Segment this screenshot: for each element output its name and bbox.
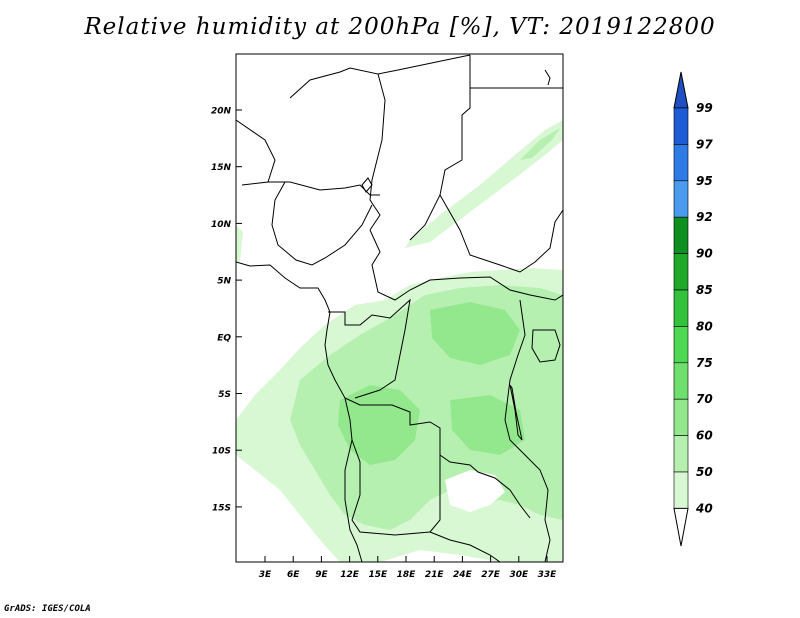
colorbar-label: 90	[696, 247, 713, 261]
map-frame	[235, 53, 564, 563]
colorbar-segment	[673, 435, 689, 473]
lon-tick-label: 18E	[397, 570, 417, 580]
lon-tick-label: 33E	[538, 570, 558, 580]
colorbar-segment	[673, 180, 689, 218]
colorbar-segment	[673, 253, 689, 291]
lon-tick-label: 21E	[425, 570, 445, 580]
border-zambia-south	[429, 531, 501, 562]
lon-tick-label: 3E	[259, 570, 272, 580]
border-lake-tanganyika	[509, 384, 523, 441]
lat-axis: 20N 15N 10N 5N EQ 5S 10S 15S	[211, 107, 242, 513]
lon-tick-label: 12E	[340, 570, 360, 580]
map-figure: 20N 15N 10N 5N EQ 5S 10S 15S 3E 6E 9E 12E 15E 18E 21E…	[211, 53, 713, 580]
border-angola-zambia	[351, 439, 441, 536]
colorbar-segment	[673, 289, 689, 327]
colorbar-segment	[673, 107, 689, 145]
colorbar-segment	[673, 362, 689, 400]
colorbar-segment	[673, 326, 689, 364]
colorbar-label: 75	[696, 356, 713, 370]
colorbar-label: 95	[696, 174, 713, 188]
colorbar-segment	[673, 471, 689, 509]
colorbar: 99 97 95 92 90 85 80 75 70 60 50 40	[673, 71, 713, 547]
colorbar-label: 80	[696, 319, 713, 333]
grads-credit: GrADS: IGES/COLA	[4, 604, 91, 614]
colorbar-label: 99	[696, 101, 713, 115]
country-borders	[236, 54, 563, 562]
lon-tick-label: 24E	[453, 570, 473, 580]
colorbar-label: 60	[696, 429, 713, 443]
coastline-west-africa	[236, 261, 363, 562]
humidity-area-inner-1	[338, 385, 420, 465]
lon-tick-label: 30E	[509, 570, 529, 580]
colorbar-segment	[673, 216, 689, 254]
lat-tick-label: 10N	[211, 220, 232, 230]
border-lake-victoria	[531, 329, 561, 363]
colorbar-bottom-arrow	[673, 507, 689, 547]
border-sahara-north	[236, 119, 380, 196]
lat-tick-label: 10S	[212, 447, 231, 457]
lon-tick-label: 6E	[287, 570, 300, 580]
lon-axis: 3E 6E 9E 12E 15E 18E 21E 24E 27E 30E 33E	[259, 556, 557, 580]
humidity-dry-patch-sw	[236, 455, 330, 562]
humidity-band-north	[405, 120, 563, 248]
colorbar-label: 85	[696, 283, 713, 297]
lat-tick-label: 20N	[211, 107, 232, 117]
border-libya-chad	[377, 54, 471, 241]
lon-tick-label: 9E	[315, 570, 328, 580]
colorbar-label: 40	[695, 501, 713, 515]
lon-tick-label: 27E	[481, 570, 501, 580]
colorbar-segment	[673, 144, 689, 182]
border-central-africa	[369, 229, 563, 301]
border-niger-chad	[289, 67, 386, 231]
colorbar-segment	[673, 398, 689, 436]
humidity-strip-west	[236, 225, 243, 262]
humidity-dry-patch-se	[445, 470, 505, 512]
humidity-band-north-core	[520, 128, 560, 160]
lat-tick-label: 5S	[218, 390, 231, 400]
border-lake-chad	[361, 177, 373, 193]
colorbar-label: 97	[696, 137, 713, 151]
lat-tick-label: 15S	[212, 503, 231, 513]
border-east-africa	[504, 299, 551, 562]
humidity-area-inner-2	[430, 302, 520, 365]
lon-tick-label: 15E	[368, 570, 388, 580]
colorbar-top-arrow	[673, 71, 689, 109]
border-sudan-south	[439, 194, 563, 273]
colorbar-label: 92	[696, 210, 713, 224]
lat-tick-label: EQ	[217, 333, 231, 343]
colorbar-label: 50	[696, 465, 713, 479]
lat-tick-label: 15N	[211, 163, 232, 173]
border-red-sea-coast	[544, 69, 551, 86]
map-title: Relative humidity at 200hPa [%], VT: 201…	[84, 14, 716, 40]
border-nigeria-cameroon	[271, 181, 373, 266]
border-congo-gabon	[328, 298, 411, 399]
colorbar-label: 70	[696, 392, 713, 406]
lat-tick-label: 5N	[217, 277, 231, 287]
